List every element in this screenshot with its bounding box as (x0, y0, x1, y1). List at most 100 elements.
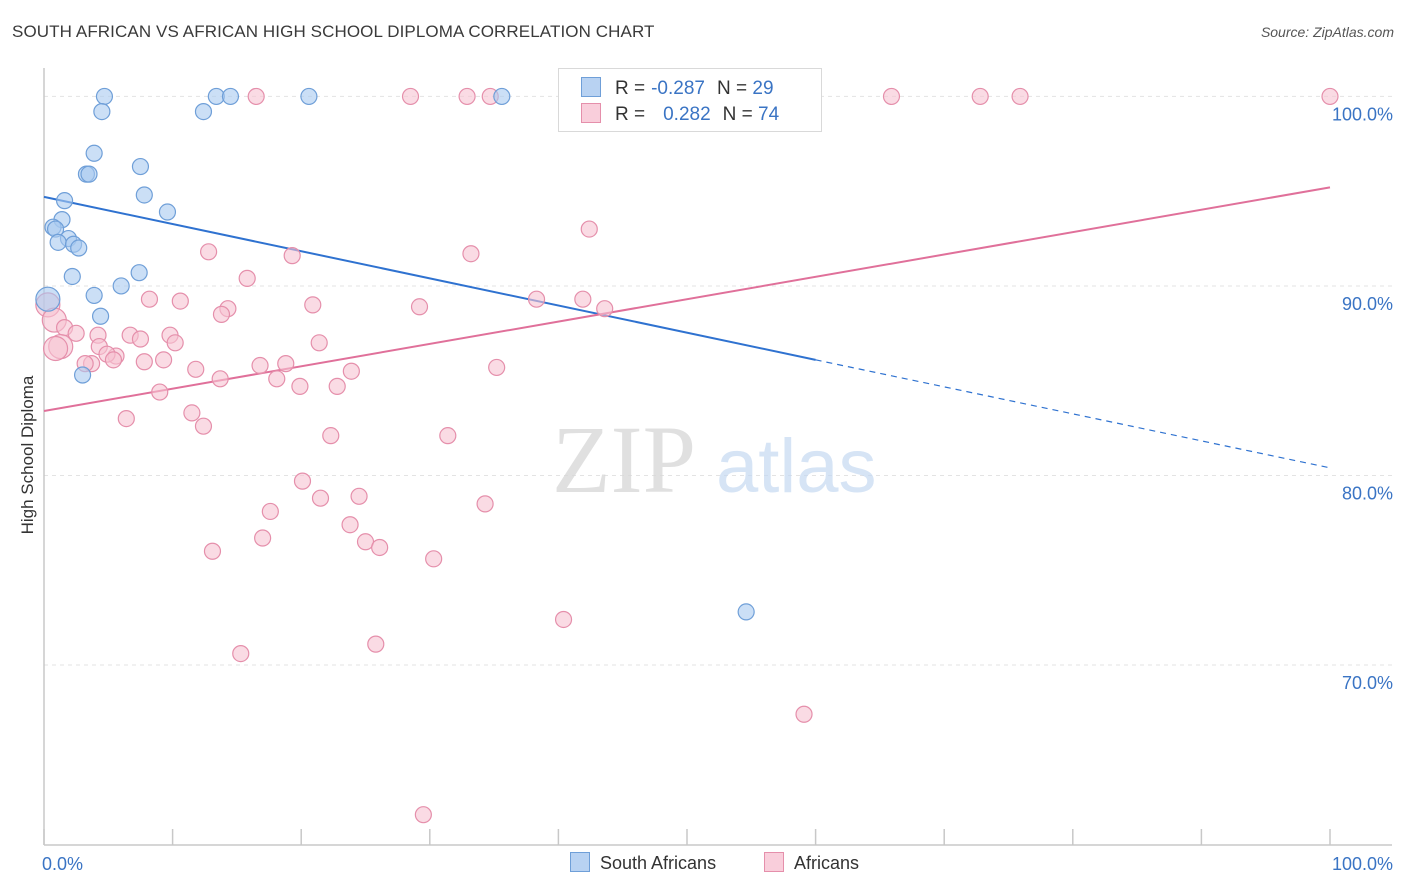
point-africans-1 (401, 87, 420, 106)
data-points (35, 87, 1339, 824)
point-africans-61 (476, 495, 494, 513)
point-africans-19 (527, 290, 546, 308)
series-name-africans: Africans (794, 853, 860, 873)
series-legend-africans: Africans (764, 852, 859, 874)
point-south-africans-6 (194, 102, 213, 121)
x-tick-label-0: 0.0% (42, 854, 83, 874)
point-africans-67 (203, 542, 222, 560)
point-africans-5 (882, 87, 901, 106)
point-africans-53 (183, 404, 201, 422)
point-africans-26 (67, 324, 85, 342)
legend-r-label: R = (615, 104, 646, 125)
legend-row-africans: R = 0.282 N = 74 (581, 103, 779, 127)
point-africans-57 (439, 427, 457, 445)
point-africans-18 (410, 298, 429, 316)
point-africans-56 (322, 427, 340, 445)
watermark-atlas: atlas (716, 424, 877, 509)
y-axis-label: High School Diploma (18, 375, 37, 535)
tick-labels: 100.0% 90.0% 80.0% 70.0% 0.0% 100.0% (42, 104, 1393, 874)
point-south-africans-3 (300, 87, 318, 106)
point-africans-58 (293, 472, 312, 490)
point-africans-17 (304, 296, 322, 314)
point-africans-51 (151, 383, 169, 401)
point-africans-2 (458, 87, 476, 106)
point-africans-49 (291, 377, 309, 395)
y-tick-label-2: 80.0% (1342, 483, 1393, 503)
point-africans-12 (462, 245, 480, 263)
point-south-africans-4 (493, 87, 511, 106)
point-africans-43 (277, 355, 295, 373)
legend-r-label: R = (615, 78, 646, 99)
legend-row-south-africans: R = -0.287 N = 29 (581, 77, 774, 101)
point-africans-31 (166, 334, 184, 352)
series-name-south-africans: South Africans (600, 853, 717, 873)
point-africans-8 (1321, 87, 1339, 106)
point-africans-21 (596, 300, 614, 318)
series-legend: South Africans Africans (0, 852, 1406, 876)
point-africans-48 (211, 370, 229, 388)
point-south-africans-7 (85, 144, 103, 162)
point-africans-46 (488, 358, 506, 377)
point-south-africans-12 (55, 192, 74, 210)
point-africans-0 (247, 87, 265, 106)
point-africans-63 (341, 516, 359, 534)
legend-swatch-pink (581, 103, 601, 123)
legend-n-label: N = (716, 78, 748, 99)
point-africans-54 (117, 409, 135, 428)
point-africans-37 (104, 351, 123, 369)
point-africans-7 (1011, 87, 1029, 106)
watermark: ZIP atlas (552, 406, 877, 513)
point-africans-70 (367, 635, 385, 653)
trend-line-south-africans-extension (815, 359, 1331, 469)
point-south-africans-8 (131, 157, 150, 176)
point-south-africans-21 (130, 264, 148, 282)
point-africans-50 (328, 377, 346, 395)
point-south-africans-26 (91, 307, 110, 325)
point-africans-45 (342, 362, 360, 380)
point-africans-59 (311, 489, 330, 507)
correlation-legend: R = -0.287 N = 29 R = 0.282 N = 74 (558, 68, 822, 132)
y-tick-label-1: 90.0% (1342, 294, 1393, 314)
trend-line-south-africans (43, 195, 816, 361)
point-africans-68 (425, 550, 443, 568)
point-africans-64 (254, 529, 272, 547)
point-south-africans-27 (73, 366, 92, 384)
point-africans-66 (371, 538, 389, 557)
point-south-africans-24 (85, 286, 103, 305)
point-africans-10 (200, 243, 218, 261)
point-africans-62 (261, 502, 279, 521)
axes (43, 68, 1392, 846)
chart-title: SOUTH AFRICAN VS AFRICAN HIGH SCHOOL DIP… (12, 22, 655, 41)
point-south-africans-20 (70, 239, 88, 257)
point-africans-32 (310, 334, 328, 352)
source-credit: Source: ZipAtlas.com (1260, 24, 1394, 40)
point-africans-42 (251, 356, 269, 375)
point-south-africans-22 (63, 267, 81, 286)
point-africans-40 (135, 353, 153, 371)
series-swatch-pink (764, 852, 784, 872)
legend-n-value-south-africans: 29 (752, 78, 774, 99)
point-africans-52 (42, 335, 69, 362)
point-africans-20 (574, 290, 592, 308)
point-africans-60 (350, 487, 368, 505)
point-south-africans-13 (158, 203, 177, 221)
point-africans-71 (232, 644, 250, 663)
legend-r-value-africans: 0.282 (663, 104, 711, 125)
point-south-africans-25 (35, 286, 61, 312)
point-africans-41 (154, 351, 173, 369)
point-africans-73 (414, 806, 432, 824)
point-africans-14 (140, 290, 159, 308)
point-africans-69 (554, 610, 573, 629)
point-africans-55 (194, 417, 213, 435)
point-africans-13 (238, 269, 256, 287)
point-south-africans-11 (135, 186, 153, 204)
y-tick-label-0: 100.0% (1332, 104, 1393, 124)
watermark-zip: ZIP (552, 406, 696, 513)
y-tick-label-3: 70.0% (1342, 673, 1393, 693)
trend-line-africans (43, 186, 1331, 413)
legend-n-label: N = (722, 104, 753, 125)
point-south-africans-10 (80, 165, 98, 183)
legend-swatch-blue (581, 77, 601, 97)
point-africans-72 (795, 705, 813, 723)
point-africans-9 (580, 220, 598, 238)
